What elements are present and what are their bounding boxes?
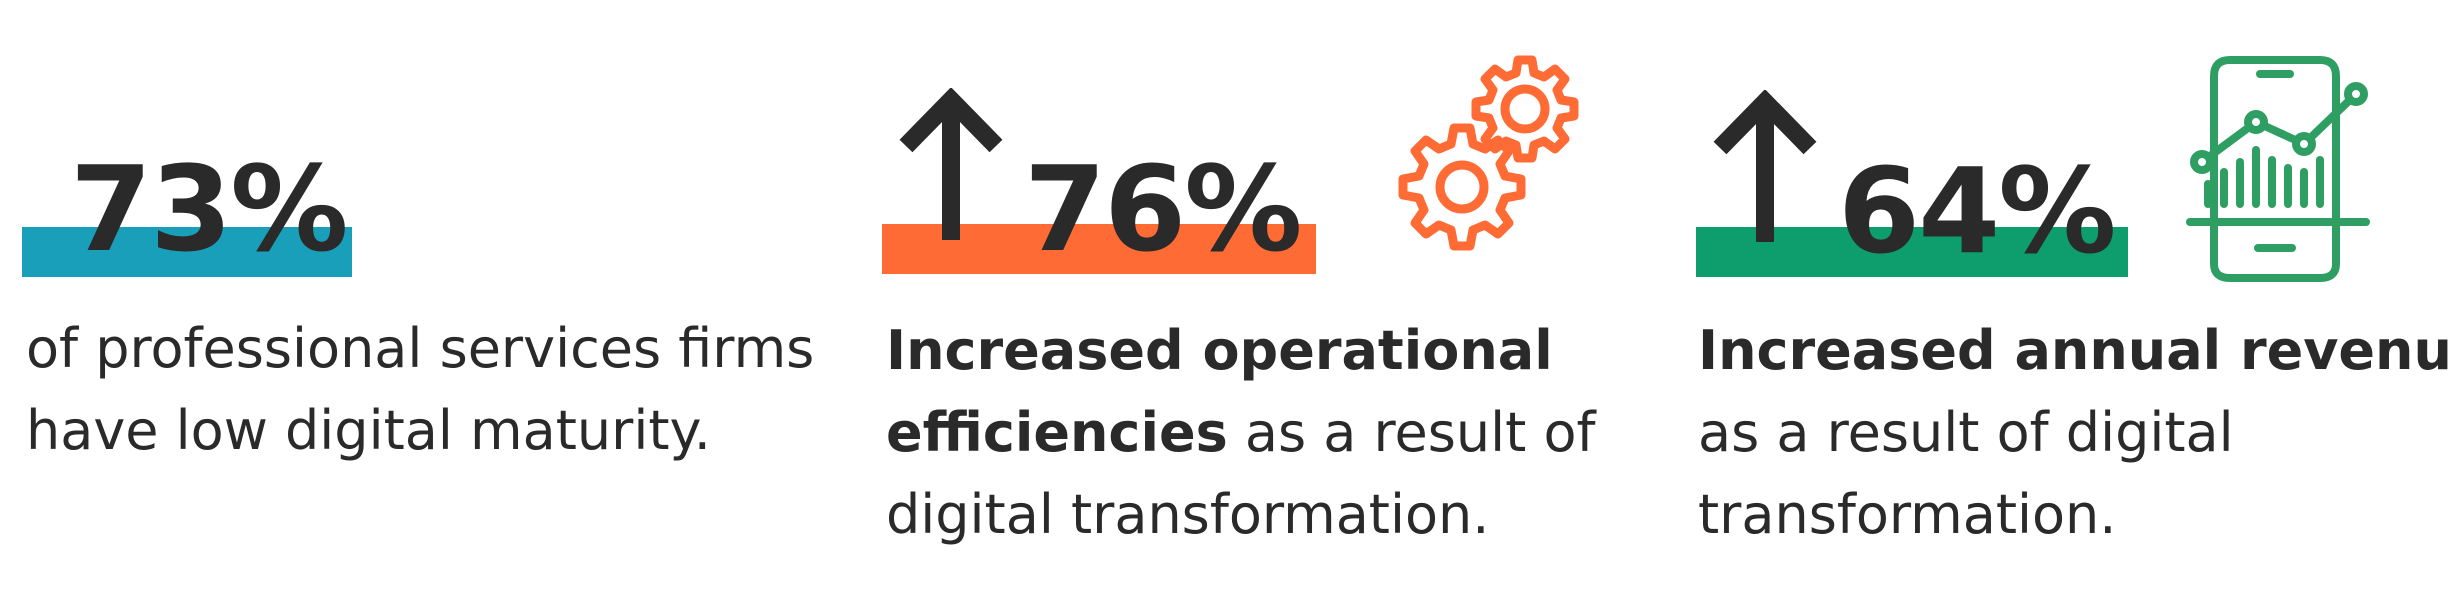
stat-bar [22, 227, 352, 277]
mobile-analytics-icon [2186, 56, 2370, 282]
description-bold: efficiencies [886, 401, 1228, 464]
description-line: have low digital maturity. [26, 399, 711, 462]
stat-description: of professional services firms have low … [26, 308, 814, 472]
stat-description: Increased annual revenue as a result of … [1698, 310, 2450, 556]
stat-description: Increased operational efficiencies as a … [886, 310, 1596, 556]
description-bold: Increased operational [886, 319, 1553, 382]
up-arrow-icon [1713, 90, 1817, 242]
description-line: efficiencies as a result of [886, 392, 1596, 474]
description-line: of professional services firms [26, 317, 815, 380]
description-line: Increased annual revenue [1698, 310, 2450, 392]
up-arrow-icon [899, 88, 1003, 240]
description-text: as a result of [1227, 401, 1596, 464]
description-line: Increased operational [886, 310, 1596, 392]
description-line: digital transformation. [886, 483, 1490, 546]
description-bold: Increased annual revenue [1698, 319, 2450, 382]
description-line: transformation. [1698, 483, 2117, 546]
stat-percent: 76% [1024, 140, 1302, 278]
stat-percent: 64% [1838, 142, 2116, 280]
gears-icon [1398, 55, 1579, 251]
description-line: as a result of digital [1698, 401, 2234, 464]
stat-percent: 73% [70, 140, 348, 278]
